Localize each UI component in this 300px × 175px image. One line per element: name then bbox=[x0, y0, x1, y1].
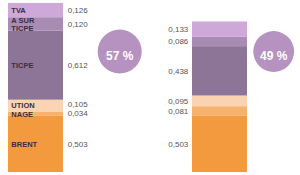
svg-text:0,503: 0,503 bbox=[168, 140, 189, 149]
svg-text:49 %: 49 % bbox=[260, 49, 288, 63]
svg-text:0,095: 0,095 bbox=[168, 97, 189, 106]
svg-text:TVA: TVA bbox=[11, 6, 26, 15]
svg-text:BRENT: BRENT bbox=[11, 140, 37, 149]
svg-text:0,034: 0,034 bbox=[68, 109, 89, 118]
svg-text:57 %: 57 % bbox=[106, 49, 134, 63]
svg-text:NAGE: NAGE bbox=[11, 110, 33, 119]
svg-text:0,503: 0,503 bbox=[68, 140, 89, 149]
svg-text:0,086: 0,086 bbox=[168, 37, 189, 46]
svg-text:A SURTICPE: A SURTICPE bbox=[11, 16, 35, 33]
svg-text:0,438: 0,438 bbox=[168, 67, 189, 76]
svg-text:0,612: 0,612 bbox=[68, 61, 89, 70]
svg-text:0,133: 0,133 bbox=[168, 25, 189, 34]
svg-text:UTION: UTION bbox=[11, 101, 34, 110]
svg-text:0,105: 0,105 bbox=[68, 100, 89, 109]
svg-text:0,120: 0,120 bbox=[68, 20, 89, 29]
svg-text:TICPE: TICPE bbox=[11, 61, 33, 70]
svg-text:0,081: 0,081 bbox=[168, 107, 189, 116]
svg-text:0,126: 0,126 bbox=[68, 6, 89, 15]
